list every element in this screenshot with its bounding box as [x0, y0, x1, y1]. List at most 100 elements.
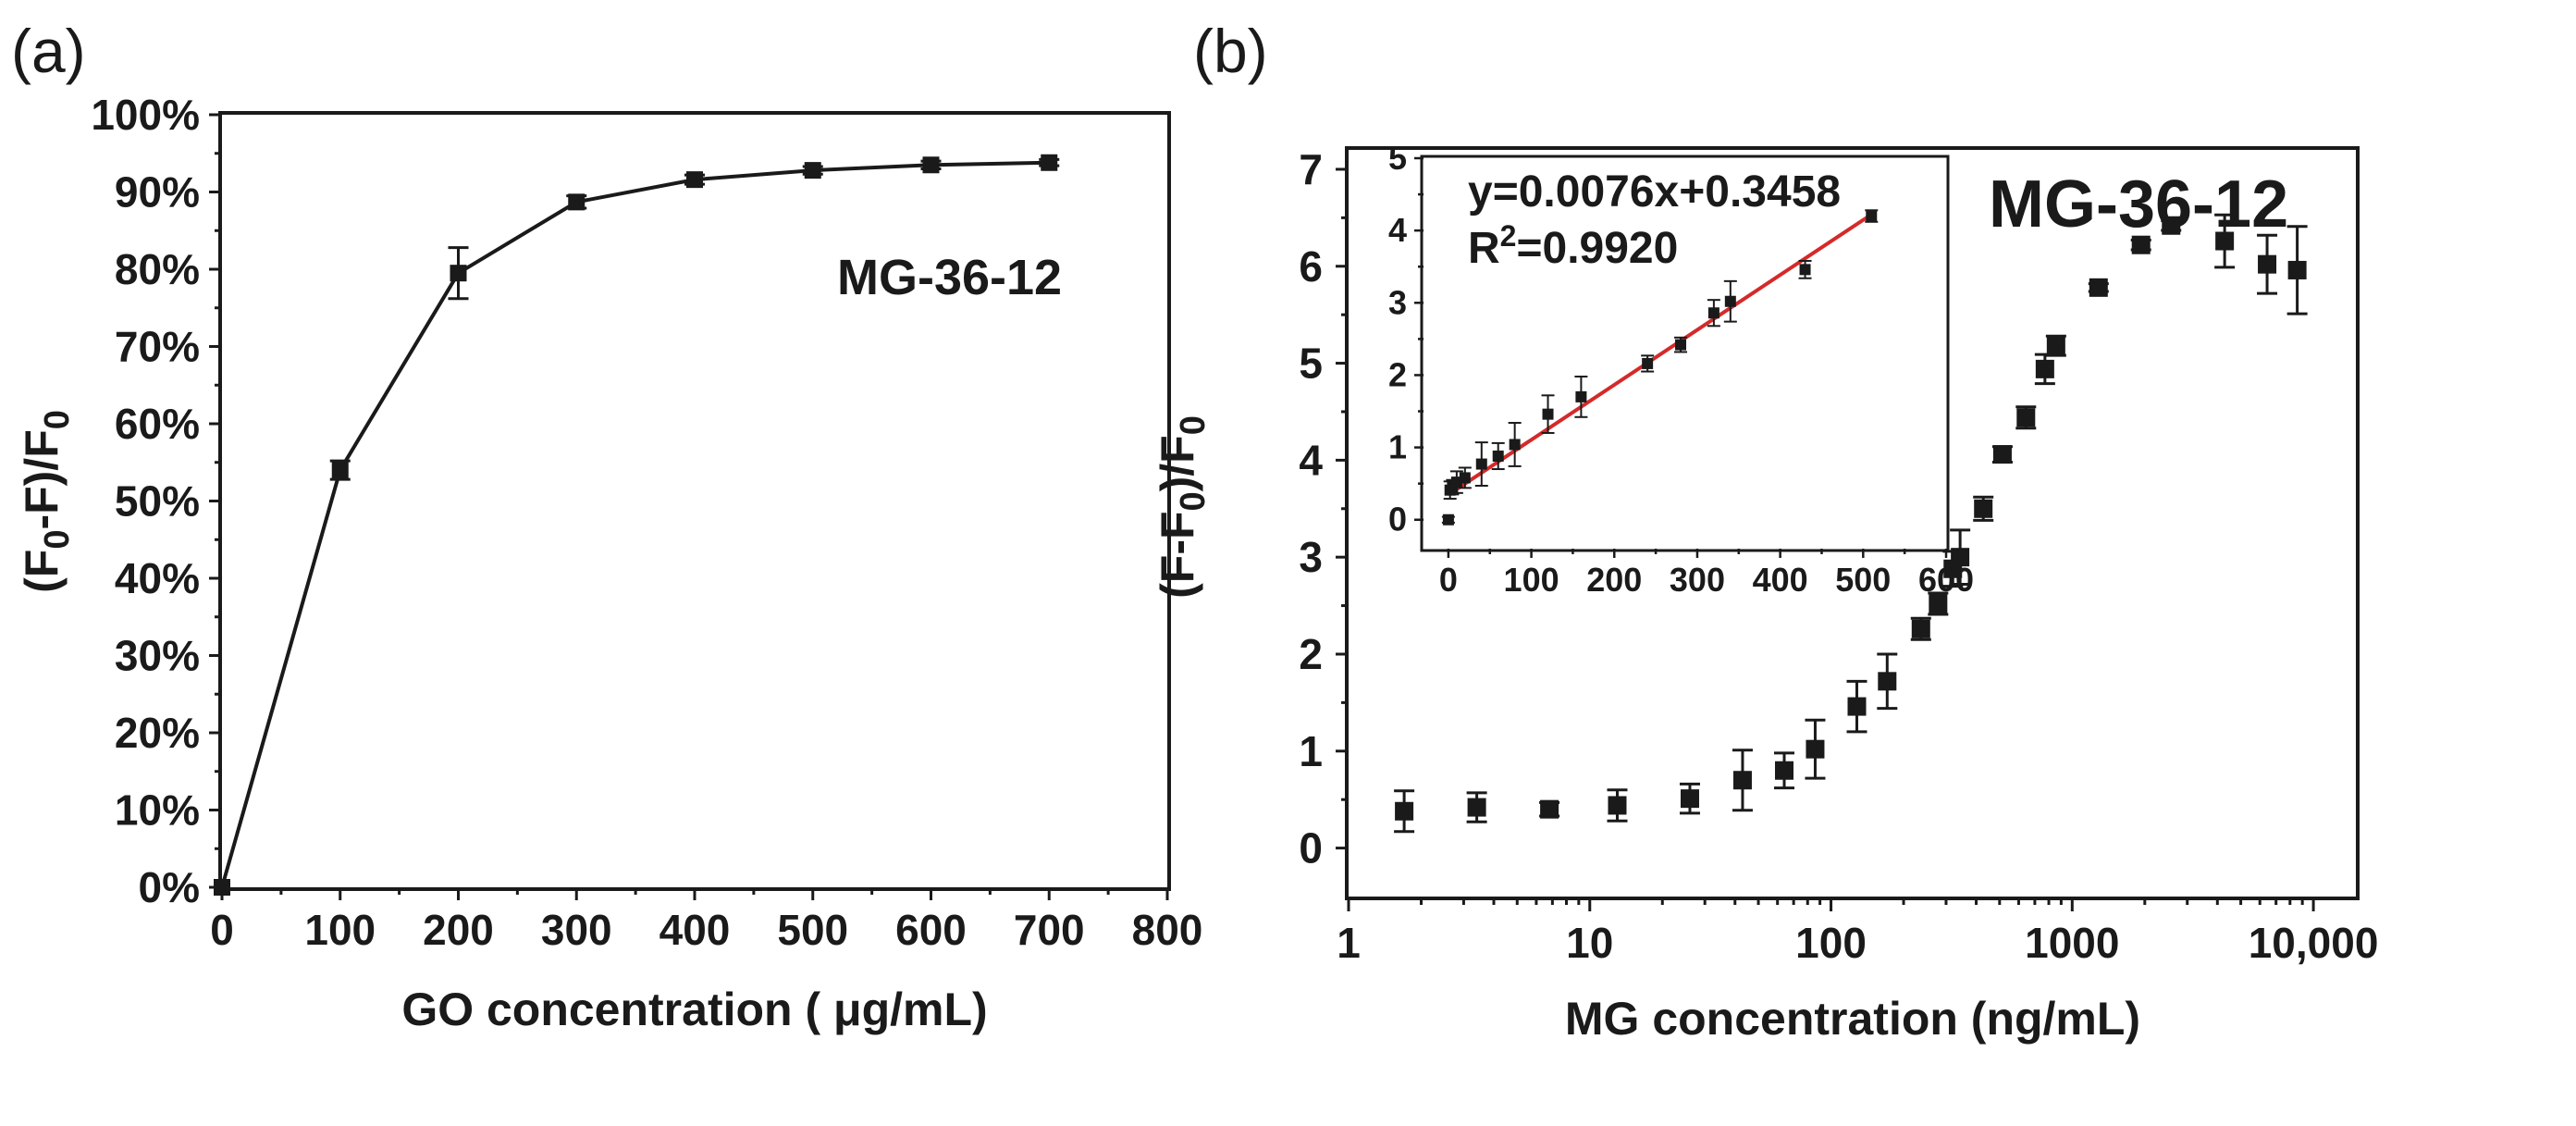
panel-a-y-ticks: 0% 10% 20% 30% 40% 50% 60% 70% 80% 90% 100% — [91, 91, 222, 911]
data-point — [686, 171, 703, 189]
inset-data-point — [1492, 450, 1504, 462]
x-tick-label: 800 — [1132, 906, 1203, 954]
data-point — [1878, 672, 1897, 691]
data-point — [2162, 216, 2181, 235]
data-point — [922, 156, 940, 174]
inset-y-tick-label: 3 — [1388, 283, 1407, 321]
inset-x-tick-label: 300 — [1670, 561, 1725, 599]
x-tick-label: 100 — [304, 906, 376, 954]
y-tick-label: 90% — [115, 168, 200, 217]
data-point — [1992, 445, 2012, 464]
inset-data-point — [1509, 439, 1521, 451]
inset-x-tick-label: 400 — [1753, 561, 1808, 599]
y-tick-label: 40% — [115, 554, 200, 602]
data-point — [568, 193, 585, 211]
y-tick-label: 20% — [115, 709, 200, 757]
data-point — [2089, 278, 2108, 297]
inset-y-tick-label: 4 — [1388, 211, 1407, 249]
panel-a-y-axis-title: (F0-F)/F0 — [16, 410, 77, 593]
data-point — [1929, 594, 1948, 613]
data-point — [450, 265, 467, 282]
panel-a-series — [214, 154, 1060, 896]
y-tick-label: 30% — [115, 632, 200, 680]
data-point — [2287, 260, 2307, 279]
data-point — [331, 462, 349, 479]
x-tick-label: 100 — [1795, 919, 1867, 967]
panel-b-x-axis-title: MG concentration (ng/mL) — [1565, 993, 2140, 1045]
inset-x-tick-label: 200 — [1586, 561, 1642, 599]
inset-data-point — [1675, 339, 1687, 351]
inset-x-ticks: 0 100 200 300 400 500 600 — [1439, 549, 1974, 599]
inset-data-point — [1799, 264, 1811, 276]
data-point — [1732, 771, 1752, 790]
x-tick-label: 10,000 — [2249, 919, 2379, 967]
data-point — [1774, 761, 1793, 780]
inset-y-tick-label: 0 — [1388, 501, 1407, 538]
x-tick-label: 200 — [423, 906, 494, 954]
x-tick-label: 700 — [1014, 906, 1085, 954]
inset-x-tick-label: 100 — [1504, 561, 1559, 599]
data-point — [1806, 739, 1825, 759]
data-point — [1847, 697, 1867, 716]
data-point — [2215, 231, 2235, 251]
inset-data-point — [1642, 357, 1654, 369]
panel-a: (a) 0 100 200 300 400 500 600 700 800 0% 10% 20% 30… — [11, 17, 1202, 1035]
panel-a-x-ticks: 0 100 200 300 400 500 600 700 800 — [210, 887, 1202, 954]
data-point — [1680, 789, 1699, 809]
data-point — [1951, 548, 1970, 567]
y-tick-label: 3 — [1299, 533, 1323, 581]
data-point — [1395, 801, 1414, 821]
x-tick-label: 1000 — [2025, 919, 2119, 967]
inset-data-point — [1442, 514, 1454, 526]
panel-b-frame — [1345, 146, 2360, 900]
y-tick-label: 6 — [1299, 242, 1323, 291]
panel-b-x-ticks: 1 10 100 1000 10,000 — [1337, 897, 2378, 967]
inset-equation: y=0.0076x+0.3458 — [1468, 167, 1841, 217]
inset-data-point — [1866, 210, 1878, 222]
data-point — [1974, 499, 1993, 518]
inset-x-tick-label: 500 — [1835, 561, 1891, 599]
y-tick-label: 4 — [1299, 436, 1323, 484]
data-point — [2258, 254, 2277, 274]
y-tick-label: 10% — [115, 786, 200, 835]
data-point — [2016, 408, 2036, 427]
panel-b-series — [1394, 213, 2308, 834]
inset-data-point — [1707, 307, 1719, 319]
y-tick-label: 50% — [115, 477, 200, 526]
y-tick-label: 0% — [139, 863, 200, 911]
data-point — [1540, 799, 1559, 819]
data-point — [1608, 796, 1627, 815]
y-tick-label: 70% — [115, 323, 200, 371]
x-tick-label: 1 — [1337, 919, 1361, 967]
data-point — [804, 162, 821, 179]
x-tick-label: 0 — [210, 906, 234, 954]
inset-x-tick-label: 600 — [1918, 561, 1974, 599]
data-point — [214, 879, 230, 896]
y-tick-label: 60% — [115, 400, 200, 448]
x-tick-label: 300 — [541, 906, 612, 954]
x-tick-label: 10 — [1566, 919, 1613, 967]
data-point — [1911, 619, 1930, 638]
data-point — [1041, 154, 1058, 171]
inset-r-squared: R2=0.9920 — [1468, 219, 1678, 273]
panel-b-label: (b) — [1193, 17, 1268, 85]
data-point — [2046, 336, 2065, 355]
y-tick-label: 1 — [1299, 727, 1323, 775]
inset-x-tick-label: 0 — [1439, 561, 1458, 599]
inset-y-tick-label: 1 — [1388, 428, 1407, 466]
panel-b-annotation: MG-36-12 — [1989, 167, 2288, 241]
y-tick-label: 5 — [1299, 340, 1323, 388]
inset-series — [1441, 209, 1879, 526]
inset-data-point — [1542, 408, 1554, 420]
inset-data-point — [1475, 458, 1487, 470]
panel-a-x-axis-title: GO concentration ( μg/mL) — [401, 984, 987, 1035]
inset-y-tick-label: 5 — [1388, 139, 1407, 177]
x-tick-label: 600 — [895, 906, 967, 954]
inset-y-ticks: 0 1 2 3 4 5 — [1388, 139, 1424, 538]
data-point — [2131, 235, 2151, 254]
x-tick-label: 500 — [777, 906, 848, 954]
panel-a-frame — [218, 111, 1171, 891]
y-tick-label: 0 — [1299, 824, 1323, 872]
